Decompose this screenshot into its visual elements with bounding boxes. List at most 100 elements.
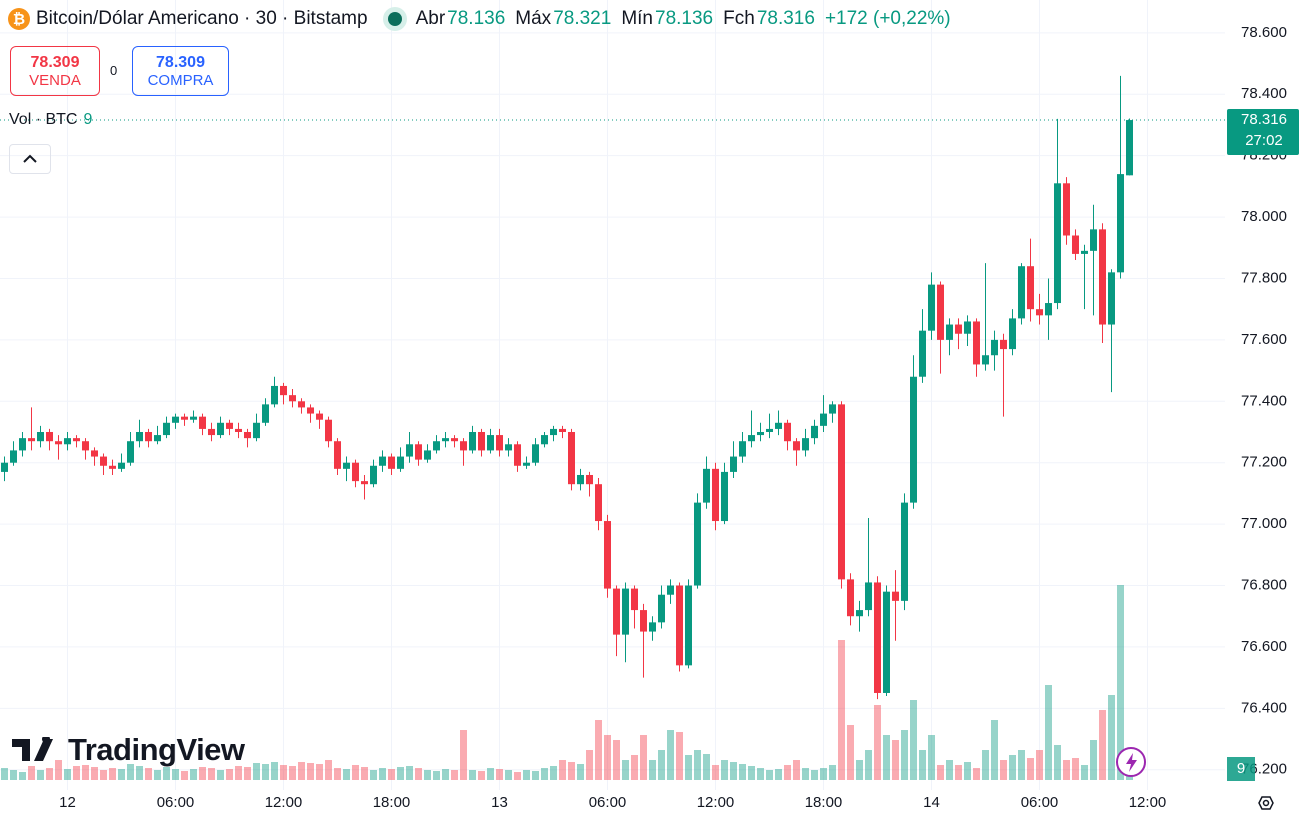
candle-body: [28, 438, 35, 442]
candle-body: [82, 441, 89, 451]
volume-bar: [847, 725, 854, 780]
candle-body: [352, 462, 359, 482]
volume-bar: [10, 770, 17, 780]
candle-body: [748, 435, 755, 442]
candle-body: [577, 474, 584, 485]
candle-body: [703, 468, 710, 503]
volume-bar: [892, 740, 899, 780]
symbol: Bitcoin/Dólar Americano · 30 · Bitstamp: [36, 8, 368, 29]
candle-body: [1099, 229, 1106, 325]
volume-bar: [235, 766, 242, 780]
candle-body: [901, 502, 908, 601]
candle-body: [1063, 183, 1070, 236]
volume-bar: [28, 766, 35, 780]
volume-bar: [532, 771, 539, 780]
volume-bar: [874, 705, 881, 780]
volume-bar: [865, 750, 872, 780]
x-tick-label: 12:00: [1129, 794, 1167, 811]
volume-bar: [694, 750, 701, 780]
open-label: Abr: [415, 8, 446, 29]
volume-bar: [829, 765, 836, 780]
volume-bar: [613, 740, 620, 780]
y-tick-label: 77.000: [1241, 515, 1287, 532]
change: +172 (+0,22%): [824, 8, 951, 29]
candle-body: [676, 585, 683, 666]
volume-bar: [433, 771, 440, 780]
volume-bar: [838, 640, 845, 780]
volume-bar: [388, 769, 395, 780]
candle-body: [955, 324, 962, 334]
volume-bar: [604, 735, 611, 780]
candle-body: [442, 438, 449, 442]
volume-bar: [325, 760, 332, 780]
candle-body: [181, 416, 188, 420]
candle-body: [1000, 339, 1007, 350]
volume-bar: [91, 767, 98, 780]
candle-body: [379, 456, 386, 466]
candle-body: [109, 465, 116, 469]
volume-bar: [1054, 745, 1061, 780]
volume-bar: [982, 750, 989, 780]
volume-bar: [541, 768, 548, 780]
volume-bar: [334, 768, 341, 780]
volume-bar: [469, 770, 476, 780]
candle-body: [451, 438, 458, 442]
x-tick-label: 18:00: [805, 794, 843, 811]
volume-bar: [127, 764, 134, 780]
volume-bar: [721, 760, 728, 780]
high-label: Máx: [515, 8, 552, 29]
candle-body: [415, 444, 422, 460]
volume-bar: [451, 770, 458, 780]
sell-button[interactable]: 78.309 VENDA: [10, 46, 100, 96]
candle-body: [334, 441, 341, 469]
volume-bar: [919, 750, 926, 780]
volume-bar: [757, 768, 764, 780]
candle-body: [937, 284, 944, 340]
candle-body: [1072, 235, 1079, 254]
volume-bar: [991, 720, 998, 780]
coin-icon: ₿: [8, 8, 30, 30]
volume-bar: [1, 768, 8, 780]
y-tick-label: 77.600: [1241, 331, 1287, 348]
volume-bar: [154, 770, 161, 780]
volume-bar: [73, 766, 80, 780]
candle-body: [343, 462, 350, 469]
volume-bar: [361, 767, 368, 780]
y-tick-label: 77.200: [1241, 454, 1287, 471]
high: 78.321: [553, 8, 612, 29]
candle-body: [496, 435, 503, 451]
volume-bar: [217, 770, 224, 780]
volume-bar: [811, 770, 818, 780]
candle-body: [1009, 318, 1016, 350]
volume-bar: [19, 772, 26, 780]
volume-bar: [316, 764, 323, 780]
price-badge-value: 78.316: [1241, 111, 1287, 128]
candle-body: [1117, 174, 1124, 273]
settings-icon: [1258, 796, 1274, 810]
volume-bar: [622, 760, 629, 780]
candle-body: [172, 416, 179, 423]
volume-bar: [352, 765, 359, 780]
buy-button[interactable]: 78.309 COMPRA: [132, 46, 229, 96]
candle-body: [1036, 309, 1043, 316]
volume-bar: [208, 768, 215, 780]
volume-bar: [307, 763, 314, 780]
volume-label: Vol · BTC: [9, 111, 78, 128]
volume-bar: [1009, 755, 1016, 780]
candle-body: [973, 321, 980, 365]
candle-body: [1018, 266, 1025, 319]
candle-body: [91, 450, 98, 457]
candle-body: [856, 610, 863, 617]
volume-bar: [550, 766, 557, 780]
candle-body: [10, 450, 17, 463]
candle-body: [1027, 266, 1034, 310]
volume-bar: [271, 762, 278, 780]
collapse-button[interactable]: [9, 144, 51, 174]
candle-body: [1090, 229, 1097, 251]
logo-text: TradingView: [68, 732, 245, 767]
candle-body: [1045, 303, 1052, 316]
volume-bar: [1045, 685, 1052, 780]
volume-bar: [1099, 710, 1106, 780]
candle-body: [838, 404, 845, 580]
candle-body: [253, 422, 260, 439]
